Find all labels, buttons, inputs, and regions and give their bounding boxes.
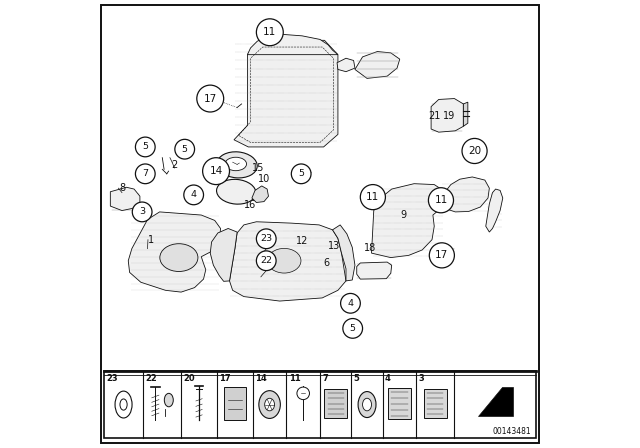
Text: 3: 3 [419,374,424,383]
Text: 17: 17 [435,250,449,260]
Text: 14: 14 [209,166,223,176]
Polygon shape [333,225,355,281]
Text: 4: 4 [348,299,353,308]
Text: 1: 1 [148,235,154,245]
Text: 5: 5 [182,145,188,154]
Text: 15: 15 [252,163,264,173]
Ellipse shape [115,391,132,418]
Text: 20: 20 [468,146,481,156]
Polygon shape [210,228,237,281]
Polygon shape [224,387,246,420]
Text: 2: 2 [172,160,177,170]
Text: 23: 23 [260,234,272,243]
Text: 8: 8 [119,183,125,193]
Polygon shape [234,40,338,147]
Polygon shape [248,34,338,55]
Text: 16: 16 [244,200,256,210]
Text: 10: 10 [258,174,271,184]
Polygon shape [441,177,490,212]
Polygon shape [388,388,411,419]
Text: 13: 13 [328,241,340,251]
Text: 9: 9 [401,210,407,220]
Text: 4: 4 [385,374,391,383]
Polygon shape [337,58,355,72]
Text: 14: 14 [255,374,267,383]
Ellipse shape [164,393,173,407]
Circle shape [462,138,487,164]
Circle shape [340,293,360,313]
Polygon shape [431,99,463,132]
Text: 11: 11 [263,27,276,37]
Text: 22: 22 [260,256,272,265]
Circle shape [429,243,454,268]
Text: 17: 17 [204,94,217,103]
Text: 22: 22 [145,374,157,383]
Text: 5: 5 [298,169,304,178]
Text: 00143481: 00143481 [493,427,531,436]
Circle shape [257,19,284,46]
Circle shape [291,164,311,184]
Ellipse shape [259,391,280,418]
Text: 11: 11 [366,192,380,202]
Circle shape [257,251,276,271]
Circle shape [343,319,362,338]
Polygon shape [356,262,392,279]
Text: 19: 19 [443,111,456,121]
Text: 3: 3 [139,207,145,216]
Ellipse shape [265,398,275,411]
Ellipse shape [120,399,127,410]
Text: 11: 11 [435,195,447,205]
Circle shape [184,185,204,205]
Text: 23: 23 [106,374,118,383]
Circle shape [136,164,155,184]
Circle shape [175,139,195,159]
Polygon shape [424,389,447,418]
Polygon shape [230,222,346,301]
Text: 20: 20 [184,374,195,383]
Text: 4: 4 [191,190,196,199]
Ellipse shape [268,249,301,273]
Text: 17: 17 [220,374,231,383]
Text: 6: 6 [324,258,330,268]
Ellipse shape [216,179,256,204]
Circle shape [136,137,155,157]
Polygon shape [371,184,445,258]
Text: 18: 18 [364,243,376,253]
Ellipse shape [217,152,257,178]
Circle shape [132,202,152,222]
Text: 12: 12 [296,236,308,246]
Text: 5: 5 [142,142,148,151]
Text: 21: 21 [428,111,441,121]
Circle shape [360,185,385,210]
Polygon shape [486,189,503,232]
Text: 7: 7 [142,169,148,178]
Circle shape [428,188,454,213]
Ellipse shape [225,157,246,171]
Polygon shape [478,387,513,416]
Polygon shape [324,389,347,418]
Circle shape [203,158,230,185]
Bar [104,371,536,438]
Ellipse shape [160,244,198,271]
Text: 7: 7 [323,374,328,383]
Polygon shape [128,212,221,292]
Text: 5: 5 [349,324,356,333]
Polygon shape [355,52,400,78]
Polygon shape [252,186,269,202]
Ellipse shape [362,398,371,411]
Circle shape [257,229,276,249]
Text: 5: 5 [353,374,360,383]
Circle shape [297,387,310,400]
Ellipse shape [358,392,376,418]
Circle shape [197,85,224,112]
Polygon shape [110,187,140,211]
Text: 11: 11 [289,374,300,383]
Polygon shape [463,102,468,126]
